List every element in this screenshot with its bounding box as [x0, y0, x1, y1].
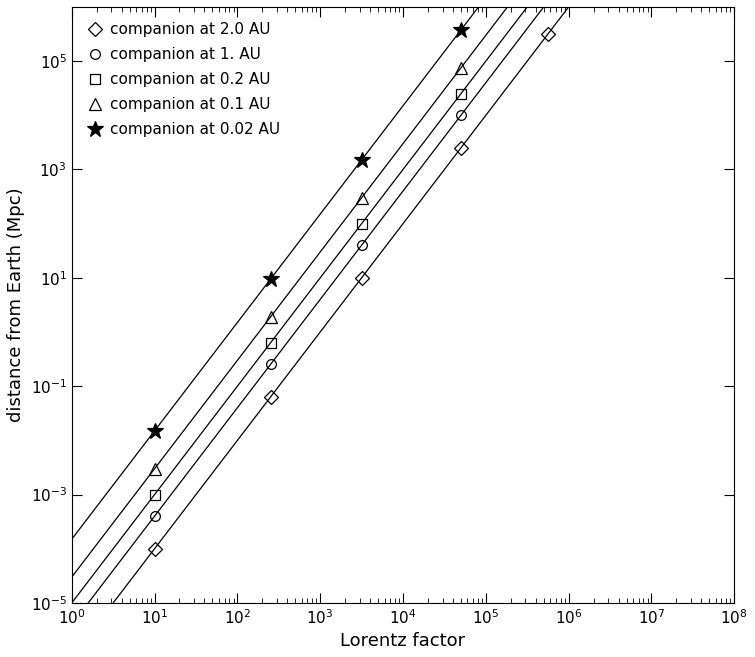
- X-axis label: Lorentz factor: Lorentz factor: [341, 632, 466, 650]
- Y-axis label: distance from Earth (Mpc): distance from Earth (Mpc): [7, 188, 25, 422]
- Legend: companion at 2.0 AU, companion at 1. AU, companion at 0.2 AU, companion at 0.1 A: companion at 2.0 AU, companion at 1. AU,…: [79, 14, 288, 145]
